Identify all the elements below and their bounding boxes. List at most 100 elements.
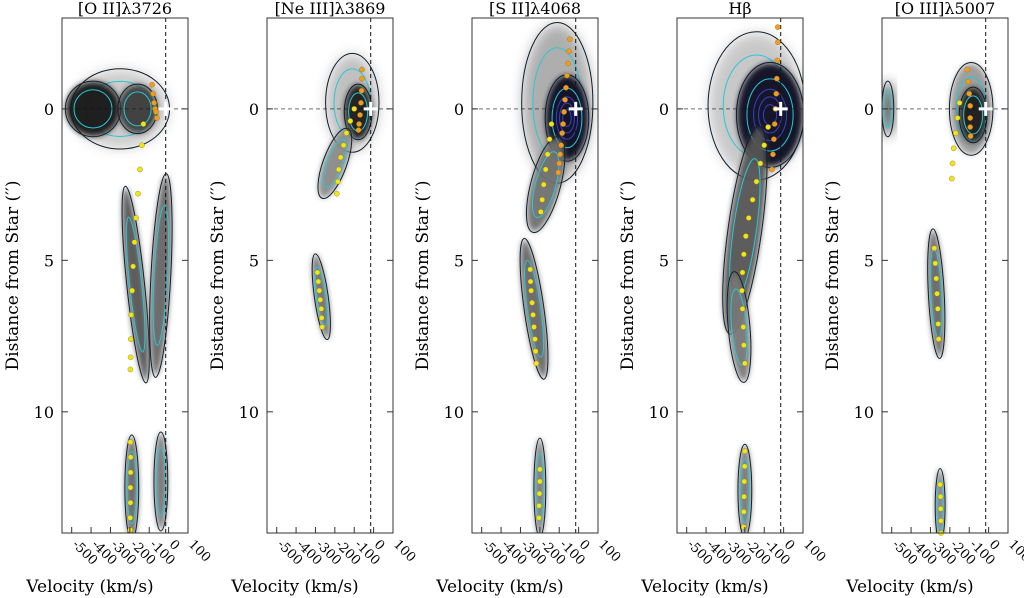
- data-point: [359, 75, 365, 82]
- data-point: [127, 439, 134, 445]
- contour-blue: [559, 102, 575, 134]
- data-point: [355, 127, 362, 133]
- data-point: [539, 196, 545, 203]
- data-point: [546, 136, 553, 142]
- data-point: [527, 278, 534, 285]
- data-point: [948, 175, 955, 182]
- contour-cyan: [123, 91, 152, 127]
- data-point: [563, 84, 569, 91]
- emission-image: [311, 52, 380, 341]
- y-axis-label: Distance from Star (′′): [823, 181, 843, 371]
- data-point: [765, 124, 771, 130]
- data-point: [315, 278, 322, 285]
- data-point: [931, 245, 938, 252]
- data-point: [536, 490, 543, 497]
- contour-blue: [562, 108, 572, 127]
- data-point: [151, 100, 157, 106]
- y-tick-label: 0: [249, 100, 259, 119]
- contour-outer: [124, 434, 140, 533]
- data-point: [536, 515, 542, 521]
- contour-outer: [519, 237, 549, 380]
- axes-frame: [61, 17, 189, 534]
- contour-outer: [927, 228, 946, 359]
- x-tick-label: 100: [185, 537, 213, 565]
- data-point: [954, 115, 961, 121]
- data-point: [316, 287, 323, 294]
- data-point: [567, 36, 573, 43]
- data-point: [133, 215, 139, 221]
- data-point: [560, 121, 566, 127]
- data-point: [774, 57, 781, 64]
- data-point: [337, 154, 344, 161]
- data-point: [932, 260, 939, 267]
- data-point: [967, 103, 974, 109]
- data-point: [529, 299, 535, 306]
- data-point: [318, 315, 325, 321]
- data-point: [771, 136, 777, 142]
- y-axis-label: Distance from Star (′′): [413, 181, 433, 371]
- panel-title: [O III]λ5007: [895, 0, 996, 18]
- data-point: [950, 145, 957, 152]
- y-tick-label: 5: [864, 251, 874, 270]
- x-tick-label: 100: [595, 537, 623, 565]
- data-point: [137, 166, 143, 173]
- x-tick-label: 100: [390, 537, 418, 565]
- x-axis-label: Velocity (km/s): [435, 577, 563, 597]
- panel-title: [O II]λ3726: [78, 0, 172, 18]
- data-point: [548, 121, 555, 127]
- data-point: [938, 518, 944, 524]
- contour-outer: [153, 431, 169, 532]
- data-point: [129, 287, 135, 294]
- data-point: [557, 151, 564, 158]
- data-point: [127, 469, 134, 476]
- emission-image: [707, 31, 803, 533]
- data-point: [127, 366, 134, 373]
- data-point: [566, 48, 572, 55]
- data-point: [542, 166, 549, 173]
- data-point: [530, 312, 536, 318]
- data-point: [556, 160, 563, 167]
- contour-cyan: [322, 138, 347, 188]
- panel-title: [S II]λ4068: [489, 0, 581, 18]
- data-point: [537, 466, 543, 473]
- data-point: [135, 190, 141, 197]
- data-point: [933, 275, 940, 282]
- data-point: [127, 454, 134, 461]
- data-point: [154, 115, 160, 121]
- axes-frame: [676, 17, 804, 534]
- y-tick-label: 5: [454, 251, 464, 270]
- contour-cyan: [531, 151, 560, 218]
- data-point: [562, 96, 568, 103]
- data-point: [564, 72, 570, 79]
- data-point: [343, 130, 350, 136]
- data-point: [528, 287, 534, 294]
- y-tick-label: 10: [854, 403, 874, 422]
- data-point: [150, 90, 156, 97]
- y-tick-label: 10: [239, 403, 259, 422]
- data-point: [538, 209, 544, 215]
- data-point: [935, 306, 941, 312]
- y-axis-label: Distance from Star (′′): [3, 181, 23, 371]
- axes-frame: [881, 17, 1009, 534]
- y-tick-label: 10: [649, 403, 669, 422]
- contour-cyan: [314, 266, 329, 327]
- emission-blob: [727, 272, 751, 382]
- data-point: [761, 142, 768, 149]
- contour-cyan: [535, 453, 545, 522]
- data-point: [558, 142, 564, 149]
- data-point: [742, 448, 748, 455]
- y-tick-label: 10: [444, 403, 464, 422]
- data-point: [531, 324, 537, 330]
- emission-blob: [149, 175, 172, 376]
- data-point: [967, 133, 974, 139]
- data-point: [934, 290, 940, 297]
- contour-cyan: [152, 205, 170, 346]
- data-point: [130, 263, 136, 270]
- x-axis-label: Velocity (km/s): [25, 577, 153, 597]
- contour-outer: [948, 62, 994, 156]
- panel-title: Hβ: [728, 0, 751, 18]
- data-point: [775, 39, 781, 46]
